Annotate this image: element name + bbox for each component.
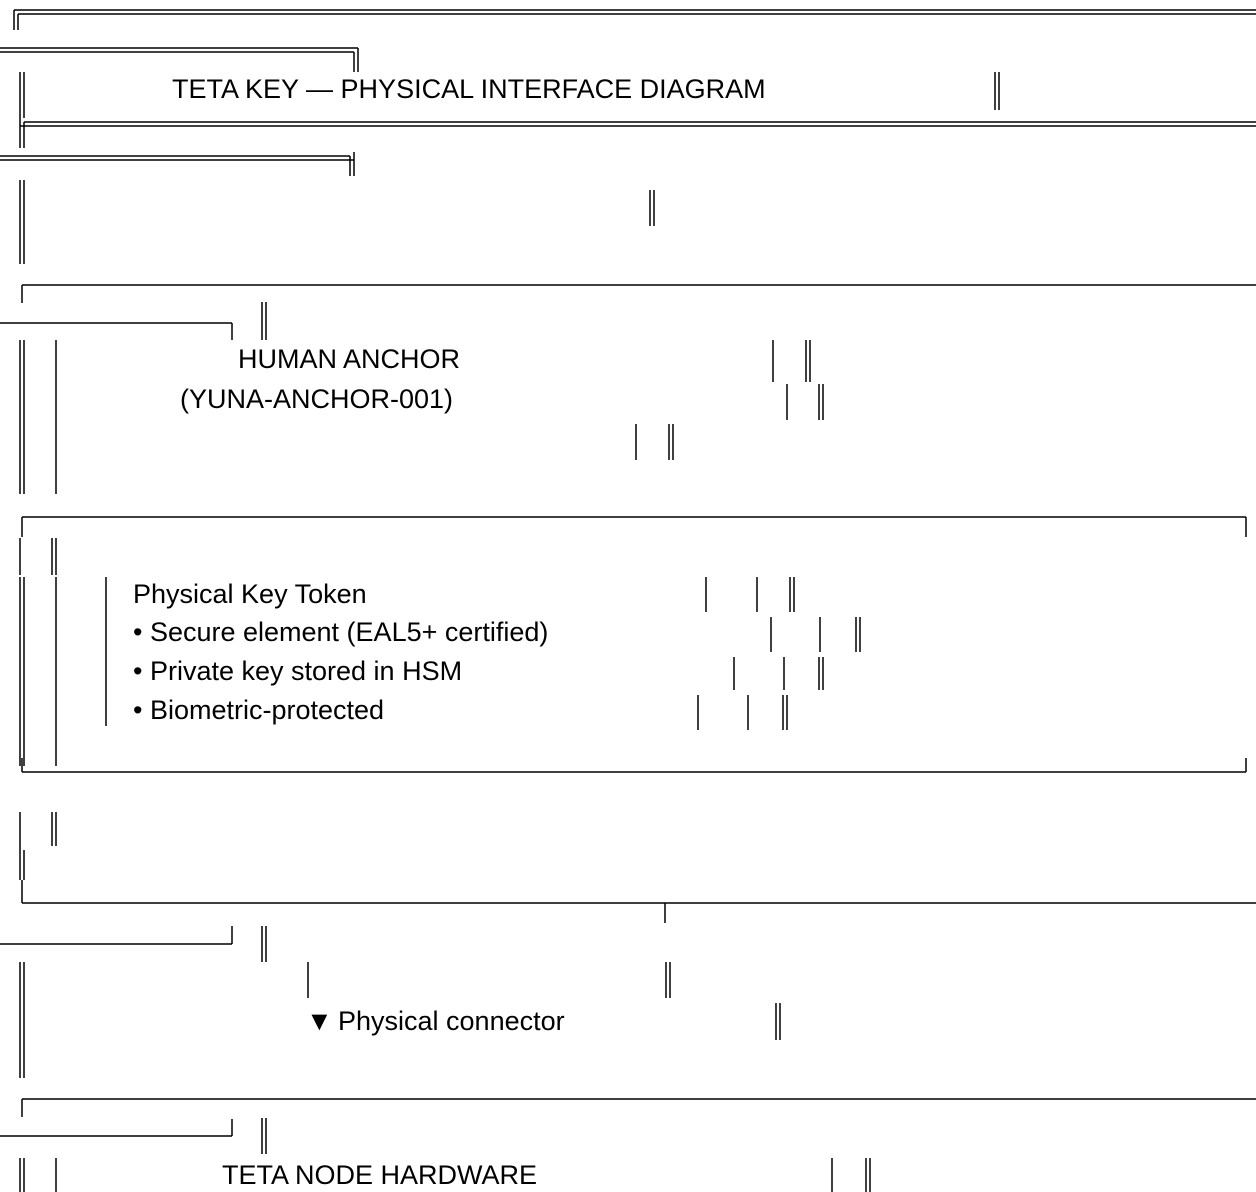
connector-arrow-icon: ▼ [306, 1006, 333, 1036]
node-hardware-heading: TETA NODE HARDWARE [222, 1160, 538, 1190]
human-anchor-heading: HUMAN ANCHOR [238, 344, 461, 374]
key-token-feature: • Secure element (EAL5+ certified) [133, 617, 549, 647]
key-token-feature: • Biometric-protected [133, 695, 385, 725]
key-token-feature: • Private key stored in HSM [133, 656, 463, 686]
connector-label: Physical connector [338, 1006, 565, 1036]
key-token-heading: Physical Key Token [133, 579, 367, 609]
diagram-title: TETA KEY — PHYSICAL INTERFACE DIAGRAM [172, 74, 766, 104]
human-anchor-id: (YUNA-ANCHOR-001) [180, 384, 454, 414]
